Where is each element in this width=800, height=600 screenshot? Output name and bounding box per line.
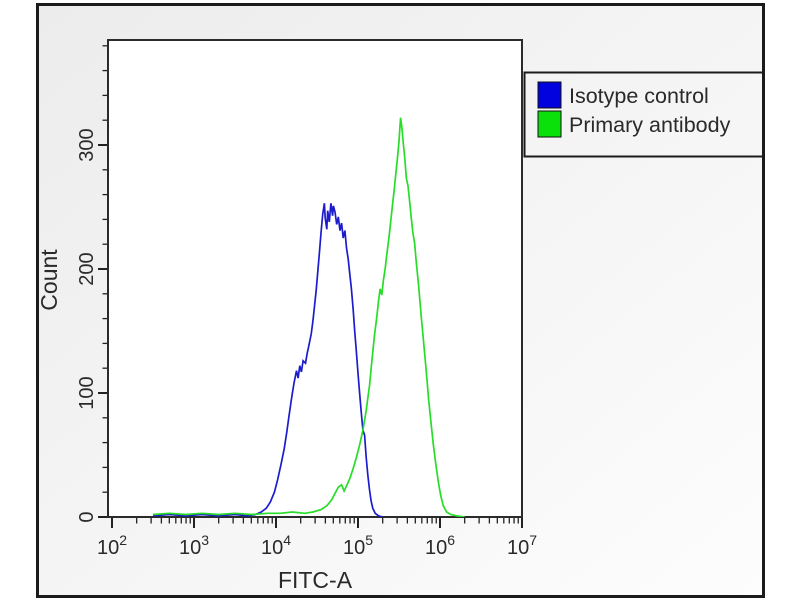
green-square-swatch-icon: [537, 110, 562, 138]
legend-label-isotype-control: Isotype control: [569, 84, 709, 108]
plot-area: [107, 39, 523, 518]
y-axis-major-ticks: [98, 144, 107, 518]
y-axis-tick-labels: 0 100 200 300: [76, 128, 98, 522]
y-tick-label: 300: [76, 128, 98, 161]
legend-label-primary-antibody: Primary antibody: [569, 113, 731, 137]
y-tick-label: 200: [76, 252, 98, 285]
x-axis-major-ticks: [111, 518, 523, 528]
y-tick-label: 100: [76, 376, 98, 409]
curve-isotype-control: [152, 203, 383, 517]
blue-square-swatch-icon: [537, 81, 562, 109]
legend: Isotype control Primary antibody: [523, 71, 764, 158]
curve-primary-antibody: [152, 117, 465, 517]
y-axis-title: Count: [36, 249, 62, 311]
y-tick-label: 0: [76, 511, 98, 522]
x-axis-title: FITC-A: [278, 567, 353, 593]
x-axis-minor-ticks: [136, 518, 519, 524]
legend-box: [523, 71, 764, 158]
histogram-curves: [152, 117, 465, 517]
y-axis-minor-ticks: [102, 45, 107, 493]
